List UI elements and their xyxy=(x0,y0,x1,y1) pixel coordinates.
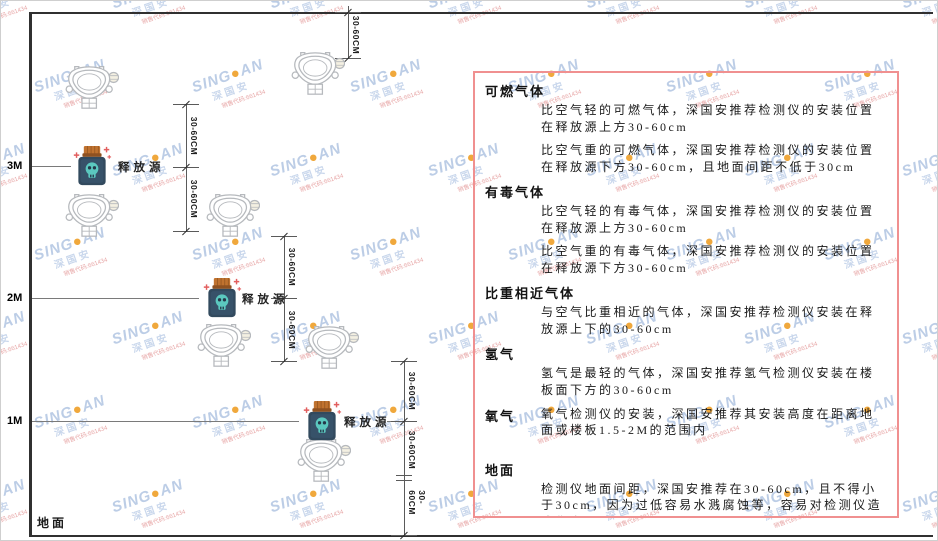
ceiling-line xyxy=(29,12,933,14)
gas-detector-icon xyxy=(204,191,261,238)
gas-detector-icon xyxy=(63,63,120,110)
wall-line xyxy=(29,12,32,536)
guideline-paragraph: 与空气比重相近的气体，深国安推荐检测仪安装在释放源上下的30-60cm xyxy=(541,305,875,336)
dimension-break-tick xyxy=(396,475,412,476)
guideline-section: 有毒气体比空气轻的有毒气体，深国安推荐检测仪的安装位置在释放源上方30-60cm… xyxy=(485,182,883,276)
guidelines-panel: 可燃气体比空气轻的可燃气体，深国安推荐检测仪的安装位置在释放源上方30-60cm… xyxy=(473,71,899,518)
guideline-paragraph: 比空气重的有毒气体，深国安推荐检测仪的安装位置在释放源下方30-60cm xyxy=(541,244,875,275)
dimension-label: 30-60CM xyxy=(189,179,199,219)
guideline-section: 氢气氢气是最轻的气体，深国安推荐氢气检测仪安装在楼板面下方的30-60cm xyxy=(485,344,883,398)
dimension-label: 30-60CM xyxy=(407,489,427,515)
gas-detector-icon xyxy=(195,321,252,368)
dimension-label: 30-60CM xyxy=(407,430,417,469)
section-paragraphs: 氧气检测仪的安装，深国安推荐其安装高度在距离地面或楼板1.5-2M的范围内 xyxy=(541,406,883,446)
dimension-chain xyxy=(348,6,349,58)
section-heading: 可燃气体 xyxy=(485,84,546,99)
guideline-section: 地面检测仪地面间距，深国安推荐在30-60cm，且不得小于30cm，因为过低容易… xyxy=(485,460,883,516)
guidelines-sections: 可燃气体比空气轻的可燃气体，深国安推荐检测仪的安装位置在释放源上方30-60cm… xyxy=(485,81,883,516)
section-heading: 有毒气体 xyxy=(485,185,546,201)
ground-label: 地面 xyxy=(37,516,68,530)
guideline-paragraph: 氧气检测仪的安装，深国安推荐其安装高度在距离地面或楼板1.5-2M的范围内 xyxy=(541,406,875,438)
dimension-label: 30-60CM xyxy=(351,15,361,55)
section-heading: 地面 xyxy=(485,462,516,478)
release-source-icon xyxy=(302,400,342,442)
height-leader-line xyxy=(32,298,199,299)
guideline-section: 比重相近气体与空气比重相近的气体，深国安推荐检测仪安装在释放源上下的30-60c… xyxy=(485,283,883,337)
guideline-paragraph: 比空气轻的有毒气体，深国安推荐检测仪的安装位置在释放源上方30-60cm xyxy=(541,204,875,235)
section-heading: 比重相近气体 xyxy=(485,286,576,302)
height-label-2m: 2M xyxy=(7,292,23,304)
release-source-label: 释放源 xyxy=(344,417,391,429)
guideline-paragraph: 比空气轻的可燃气体，深国安推荐检测仪的安装位置在释放源上方30-60cm xyxy=(541,103,875,134)
section-paragraphs: 比空气轻的有毒气体，深国安推荐检测仪的安装位置在释放源上方30-60cm 比空气重… xyxy=(541,203,883,276)
guideline-paragraph: 氢气是最轻的气体，深国安推荐氢气检测仪安装在楼板面下方的30-60cm xyxy=(541,366,875,398)
section-heading: 氢气 xyxy=(485,347,516,363)
gas-detector-icon xyxy=(289,49,346,96)
release-source-icon xyxy=(202,277,242,319)
release-source-icon xyxy=(72,145,112,187)
height-label-3m: 3M xyxy=(7,160,23,172)
height-label-1m: 1M xyxy=(7,415,23,427)
section-heading: 氧气 xyxy=(485,408,516,424)
dimension-break-tick xyxy=(396,480,412,481)
section-paragraphs: 氢气是最轻的气体，深国安推荐氢气检测仪安装在楼板面下方的30-60cm xyxy=(541,365,883,398)
guideline-paragraph: 比空气重的可燃气体，深国安推荐检测仪的安装位置在释放源下方30-60cm，且地面… xyxy=(541,143,875,174)
dimension-label: 30-60CM xyxy=(287,247,297,287)
ground-line xyxy=(29,535,933,537)
section-paragraphs: 检测仪地面间距，深国安推荐在30-60cm，且不得小于30cm，因为过低容易水溅… xyxy=(541,481,883,516)
gas-detector-icon xyxy=(63,191,120,238)
dimension-label: 30-60CM xyxy=(287,310,297,349)
section-paragraphs: 比空气轻的可燃气体，深国安推荐检测仪的安装位置在释放源上方30-60cm 比空气重… xyxy=(541,102,883,175)
gas-detector-icon xyxy=(295,436,352,483)
guideline-paragraph: 检测仪地面间距，深国安推荐在30-60cm，且不得小于30cm，因为过低容易水溅… xyxy=(541,481,883,516)
height-leader-line xyxy=(32,166,71,167)
height-leader-line xyxy=(32,421,299,422)
dimension-label: 30-60CM xyxy=(407,371,417,411)
section-paragraphs: 与空气比重相近的气体，深国安推荐检测仪安装在释放源上下的30-60cm xyxy=(541,304,883,337)
release-source-label: 释放源 xyxy=(242,294,289,306)
guideline-section: 可燃气体比空气轻的可燃气体，深国安推荐检测仪的安装位置在释放源上方30-60cm… xyxy=(485,81,883,175)
release-source-label: 释放源 xyxy=(118,162,165,174)
dimension-label: 30-60CM xyxy=(189,116,199,155)
gas-detector-icon xyxy=(303,323,360,370)
dimension-chain xyxy=(404,361,405,535)
guideline-section: 氧气 氧气检测仪的安装，深国安推荐其安装高度在距离地面或楼板1.5-2M的范围内 xyxy=(485,406,883,446)
